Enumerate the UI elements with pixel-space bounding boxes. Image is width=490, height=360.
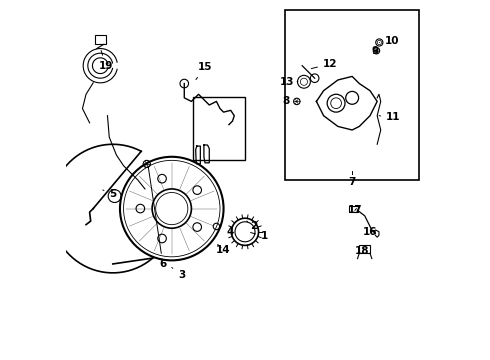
Text: 8: 8 [282,96,297,107]
Text: 14: 14 [216,244,230,255]
Text: 12: 12 [311,59,338,69]
Text: 18: 18 [355,247,369,256]
Bar [359,246,370,253]
Text: 5: 5 [103,189,117,199]
Text: 2: 2 [247,221,258,231]
Text: 9: 9 [372,46,379,57]
Bar [348,206,358,212]
Text: 11: 11 [379,112,401,122]
Text: 1: 1 [250,231,269,242]
Text: 15: 15 [196,63,212,80]
Bar [95,35,106,44]
Text: 4: 4 [220,226,233,237]
Polygon shape [317,76,377,130]
Text: 16: 16 [363,227,377,237]
Text: 7: 7 [348,177,356,187]
Text: 17: 17 [347,205,362,215]
Bar [193,97,245,159]
Text: 3: 3 [172,267,185,280]
Bar [285,10,419,180]
Text: 10: 10 [379,36,399,46]
Text: 6: 6 [148,167,167,269]
Text: 19: 19 [98,50,113,71]
Text: 13: 13 [280,77,298,87]
